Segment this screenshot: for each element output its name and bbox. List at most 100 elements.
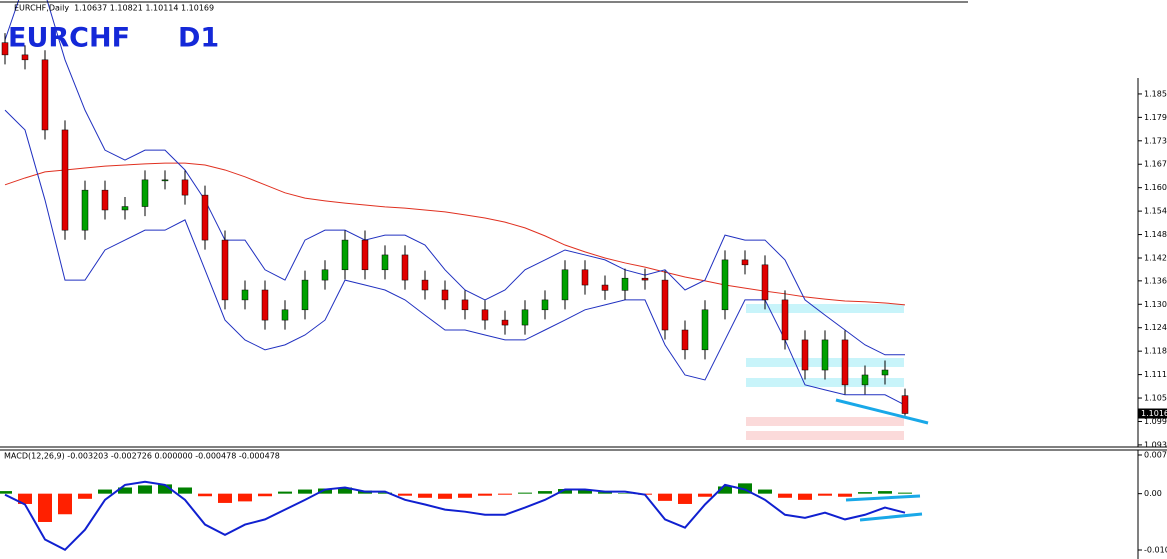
y-tick-label: -0.01094 bbox=[1144, 545, 1167, 554]
candle-body bbox=[201, 194, 209, 241]
histogram-bar bbox=[518, 492, 532, 494]
y-tick-label: 1.09345 bbox=[1144, 440, 1167, 449]
histogram-bar bbox=[318, 488, 332, 494]
candle-body bbox=[501, 319, 509, 326]
histogram-bar bbox=[0, 491, 12, 494]
histogram-bar bbox=[378, 492, 392, 494]
candle-body bbox=[341, 239, 349, 271]
candle-body bbox=[221, 239, 229, 301]
candle-body bbox=[361, 239, 369, 271]
histogram-bar bbox=[58, 493, 72, 515]
histogram-bar bbox=[258, 493, 272, 497]
candle-body bbox=[41, 59, 49, 131]
y-tick-label: 1.17940 bbox=[1144, 113, 1167, 122]
histogram-bar bbox=[758, 489, 772, 494]
title: EURCHF bbox=[8, 23, 130, 54]
candle-body bbox=[721, 259, 729, 311]
candle-body bbox=[141, 179, 149, 207]
candle-body bbox=[661, 279, 669, 331]
histogram-bar bbox=[598, 492, 612, 494]
histogram-bar bbox=[558, 489, 572, 494]
price-label: 1.10169 bbox=[1141, 409, 1167, 418]
y-tick-label: 0.00751 bbox=[1144, 450, 1167, 459]
y-tick-label: 1.15480 bbox=[1144, 207, 1167, 216]
histogram-bar bbox=[158, 484, 172, 494]
histogram-bar bbox=[618, 493, 632, 494]
y-tick-label: 0.00 bbox=[1144, 489, 1162, 498]
histogram-bar bbox=[718, 486, 732, 494]
histogram-bar bbox=[838, 493, 852, 497]
histogram-bar bbox=[238, 493, 252, 502]
y-tick-label: 1.13650 bbox=[1144, 276, 1167, 285]
trend-line bbox=[859, 512, 923, 522]
subtitle: D1 bbox=[178, 23, 219, 54]
histogram-bar bbox=[818, 493, 832, 496]
candle-body bbox=[801, 339, 809, 371]
candle-body bbox=[381, 254, 389, 271]
candle-body bbox=[881, 369, 889, 376]
candle-body bbox=[601, 284, 609, 291]
zone bbox=[746, 378, 904, 387]
zone bbox=[746, 417, 904, 426]
histogram-bar bbox=[738, 483, 752, 494]
candle-body bbox=[441, 289, 449, 301]
y-tick-label: 1.16710 bbox=[1144, 160, 1167, 169]
trend-line bbox=[845, 494, 921, 502]
y-tick-label: 1.11190 bbox=[1144, 370, 1167, 379]
histogram-bar bbox=[438, 493, 452, 499]
candle-body bbox=[241, 289, 249, 301]
histogram-bar bbox=[778, 493, 792, 498]
candle-body bbox=[741, 259, 749, 266]
histogram-bar bbox=[98, 489, 112, 494]
candle-body bbox=[21, 54, 29, 61]
candle-body bbox=[521, 309, 529, 326]
histogram-bar bbox=[858, 492, 872, 494]
candle-body bbox=[781, 299, 789, 341]
candle-body bbox=[821, 339, 829, 371]
macd-line bbox=[4, 480, 906, 552]
indicator-line bbox=[4, 162, 906, 306]
histogram-bar bbox=[798, 493, 812, 500]
y-tick-label: 1.09960 bbox=[1144, 417, 1167, 426]
trend-line bbox=[835, 398, 929, 425]
candle-body bbox=[681, 329, 689, 351]
indicator-line bbox=[4, 109, 906, 406]
macd-label: MACD(12,26,9) -0.003203 -0.002726 0.0000… bbox=[4, 452, 280, 461]
y-tick-label: 1.17325 bbox=[1144, 136, 1167, 145]
histogram-bar bbox=[78, 493, 92, 499]
y-tick-label: 1.16095 bbox=[1144, 183, 1167, 192]
candle-body bbox=[81, 189, 89, 231]
histogram-bar bbox=[418, 493, 432, 498]
histogram-bar bbox=[478, 493, 492, 496]
candle-body bbox=[301, 279, 309, 311]
histogram-bar bbox=[698, 493, 712, 497]
histogram-bar bbox=[38, 493, 52, 522]
histogram-bar bbox=[218, 493, 232, 503]
candle-body bbox=[581, 269, 589, 286]
candle-body bbox=[461, 299, 469, 311]
candle-body bbox=[261, 289, 269, 321]
histogram-bar bbox=[538, 491, 552, 494]
y-tick-label: 1.12420 bbox=[1144, 323, 1167, 332]
candle-body bbox=[761, 264, 769, 301]
histogram-bar bbox=[578, 490, 592, 494]
histogram-bar bbox=[178, 487, 192, 494]
indicator-line bbox=[4, 0, 905, 356]
header: EURCHF,Daily 1.10637 1.10821 1.10114 1.1… bbox=[14, 4, 214, 13]
histogram-bar bbox=[898, 492, 912, 494]
candle-body bbox=[181, 179, 189, 196]
histogram-bar bbox=[118, 487, 132, 494]
price-label-box bbox=[1138, 408, 1167, 419]
histogram-bar bbox=[678, 493, 692, 504]
y-tick-label: 1.18555 bbox=[1144, 89, 1167, 98]
candle-body bbox=[421, 279, 429, 291]
candle-body bbox=[1, 42, 9, 56]
candle-body bbox=[541, 299, 549, 311]
histogram-bar bbox=[338, 487, 352, 494]
candle-body bbox=[101, 189, 109, 211]
candle-body bbox=[901, 395, 909, 414]
histogram-bar bbox=[278, 491, 292, 494]
y-tick-label: 1.11805 bbox=[1144, 347, 1167, 356]
candle-body bbox=[401, 254, 409, 281]
